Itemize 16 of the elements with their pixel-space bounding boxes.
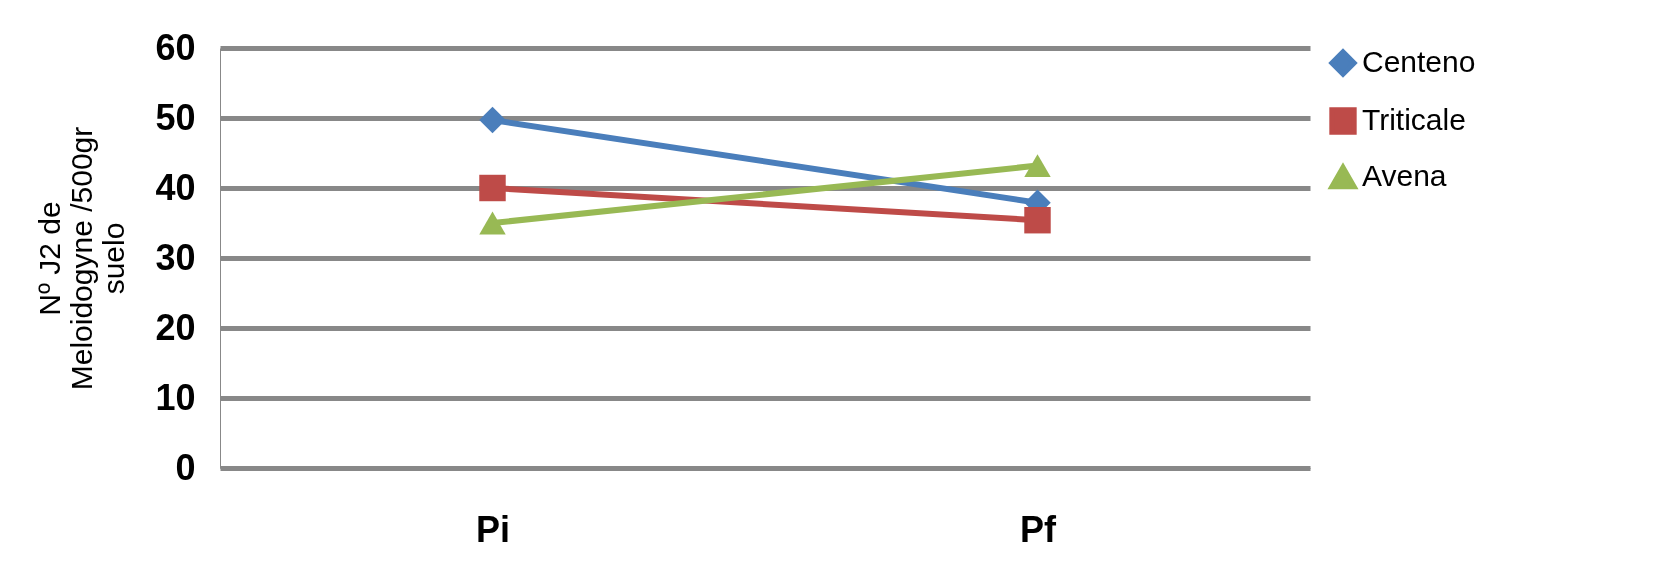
point <box>1024 206 1051 234</box>
y-tick-label: 20 <box>155 306 196 348</box>
y-tick-label: 50 <box>155 96 196 138</box>
y-tick-label: 40 <box>155 166 196 208</box>
y-axis-title: Nº J2 de Meloidogyne /500gr suelo <box>33 126 131 391</box>
y-tick-label: 10 <box>155 376 196 418</box>
legend-label: Avena <box>1362 159 1447 192</box>
y-tick-label: 0 <box>175 446 196 488</box>
y-tick-label: 30 <box>155 236 196 278</box>
y-tick-label: 60 <box>155 26 196 68</box>
legend-label: Centeno <box>1362 45 1476 78</box>
point <box>479 174 506 202</box>
point <box>479 106 506 134</box>
x-tick-label: Pi <box>475 508 511 550</box>
x-tick-label: Pf <box>1020 508 1058 550</box>
legend-label: Triticale <box>1362 103 1466 136</box>
